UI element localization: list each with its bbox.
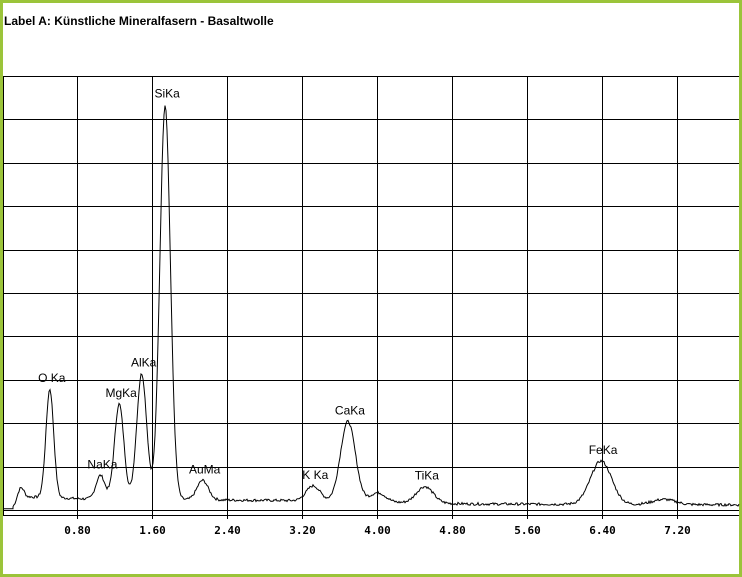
x-tick-label: 7.20	[664, 524, 691, 537]
peak-label: CaKa	[335, 403, 365, 417]
chart-area	[3, 3, 739, 574]
peak-labels: O Ka NaKa MgKa AlKa SiKa AuMa K Ka CaKa TiKa FeKa	[38, 87, 618, 483]
grid	[3, 76, 739, 519]
peak-label: AuMa	[189, 462, 221, 476]
peak-label: FeKa	[589, 443, 618, 457]
x-tick-label: 5.60	[514, 524, 541, 537]
x-tick-label: 6.40	[589, 524, 616, 537]
peak-label: MgKa	[106, 386, 138, 400]
x-tick-label: 3.20	[289, 524, 316, 537]
peak-label: AlKa	[131, 356, 157, 370]
x-tick-label: 2.40	[214, 524, 241, 537]
x-tick-label: 0.80	[64, 524, 91, 537]
peak-label: K Ka	[302, 468, 328, 482]
peak-label: TiKa	[415, 469, 440, 483]
peak-label: O Ka	[38, 371, 66, 385]
peak-label: NaKa	[87, 457, 117, 471]
x-tick-label: 1.60	[139, 524, 166, 537]
chart-title: Label A: Künstliche Mineralfasern - Basa…	[4, 14, 274, 28]
x-axis-ticks: 0.80 1.60 2.40 3.20 4.00 4.80 5.60 6.40 7.20	[64, 524, 691, 537]
x-tick-label: 4.80	[439, 524, 466, 537]
x-tick-label: 4.00	[364, 524, 391, 537]
spectrum-line	[3, 105, 740, 510]
peak-label: SiKa	[154, 87, 180, 101]
